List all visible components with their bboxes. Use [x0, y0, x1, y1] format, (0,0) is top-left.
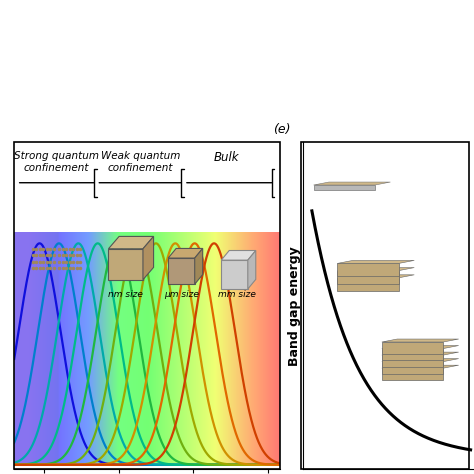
Bar — [168, 258, 195, 284]
Polygon shape — [314, 182, 391, 185]
Polygon shape — [382, 359, 459, 362]
Bar — [221, 260, 248, 289]
Bar — [337, 271, 399, 283]
Polygon shape — [221, 250, 256, 260]
Text: (e): (e) — [273, 123, 290, 136]
Polygon shape — [195, 248, 203, 284]
Bar — [382, 362, 443, 374]
Polygon shape — [143, 237, 154, 280]
Text: mm size: mm size — [218, 290, 256, 299]
Polygon shape — [337, 260, 414, 264]
Bar — [382, 368, 443, 380]
Text: Bulk: Bulk — [214, 151, 239, 164]
Bar — [382, 342, 443, 354]
Bar — [109, 249, 143, 280]
Polygon shape — [337, 268, 414, 271]
Bar — [382, 355, 443, 367]
Polygon shape — [382, 339, 459, 342]
Text: nm size: nm size — [108, 290, 143, 299]
Polygon shape — [382, 352, 459, 355]
Text: Strong quantum
confinement: Strong quantum confinement — [14, 151, 99, 173]
Bar — [314, 185, 375, 190]
Bar — [337, 278, 399, 291]
Y-axis label: Band gap energy: Band gap energy — [288, 246, 301, 365]
Polygon shape — [382, 346, 459, 348]
Bar — [337, 264, 399, 276]
Bar — [382, 348, 443, 360]
Polygon shape — [168, 248, 203, 258]
Polygon shape — [337, 275, 414, 278]
Text: μm size: μm size — [164, 290, 199, 299]
Polygon shape — [109, 237, 154, 249]
Text: Weak quantum
confinement: Weak quantum confinement — [100, 151, 180, 173]
Polygon shape — [248, 250, 256, 289]
Polygon shape — [382, 365, 459, 368]
